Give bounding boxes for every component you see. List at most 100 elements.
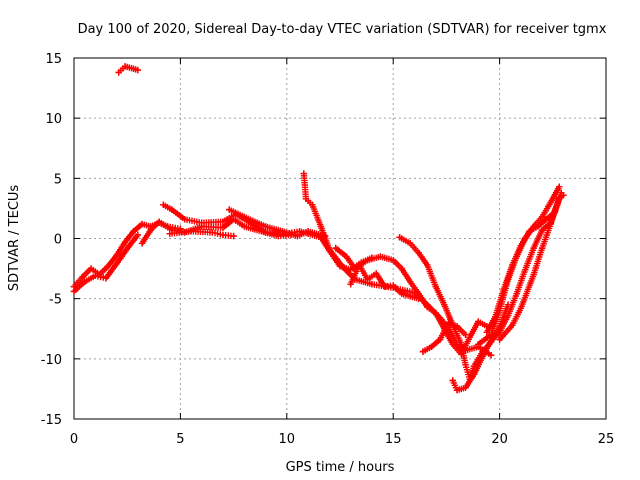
- data-point: [332, 244, 339, 252]
- data-point: [230, 232, 237, 240]
- data-point: [479, 353, 486, 360]
- x-tick-label: 5: [176, 432, 184, 447]
- data-point: [517, 305, 525, 312]
- data-point: [538, 226, 546, 234]
- series-markers: [396, 234, 512, 383]
- data-point: [372, 270, 380, 277]
- data-point: [547, 220, 554, 228]
- data-point: [390, 256, 397, 264]
- chart-title: Day 100 of 2020, Sidereal Day-to-day VTE…: [78, 22, 607, 37]
- data-point: [168, 206, 176, 213]
- data-point: [521, 235, 529, 242]
- data-series: [70, 63, 567, 394]
- x-tick-label: 20: [491, 432, 508, 447]
- data-point: [377, 253, 384, 260]
- data-point: [138, 220, 146, 228]
- data-point: [466, 333, 474, 341]
- data-point: [398, 265, 405, 272]
- data-point: [487, 352, 495, 359]
- series-arc-6: [166, 228, 237, 240]
- series-markers: [475, 183, 563, 348]
- y-tick-label: 10: [45, 112, 62, 127]
- data-point: [530, 271, 537, 278]
- y-axis-label: SDTVAR / TECUs: [7, 185, 22, 292]
- data-point: [79, 273, 86, 281]
- y-tick-label: -5: [49, 293, 62, 308]
- data-point: [407, 240, 414, 247]
- data-point: [130, 65, 137, 73]
- data-point: [198, 219, 205, 227]
- y-tick-label: 5: [54, 172, 62, 187]
- series-arc-2: [70, 231, 142, 295]
- data-point: [81, 278, 88, 286]
- data-point: [496, 307, 503, 314]
- data-point: [453, 323, 461, 330]
- data-point: [126, 242, 133, 249]
- data-point: [121, 238, 129, 246]
- data-point: [355, 261, 363, 269]
- data-point: [432, 283, 439, 290]
- data-point: [155, 218, 163, 225]
- data-point: [436, 336, 444, 343]
- data-point: [496, 329, 503, 336]
- data-point: [102, 275, 110, 282]
- axis-ticks: [73, 57, 607, 420]
- data-point: [560, 191, 567, 199]
- data-point: [113, 260, 120, 267]
- data-point: [104, 262, 112, 270]
- data-point: [462, 384, 469, 391]
- series-arc-11: [396, 234, 512, 383]
- grid: [74, 58, 606, 419]
- data-point: [398, 290, 405, 298]
- data-point: [543, 216, 550, 223]
- data-point: [407, 293, 414, 300]
- data-point: [513, 290, 520, 298]
- data-point: [441, 301, 448, 308]
- data-point: [226, 206, 233, 213]
- data-point: [302, 195, 310, 202]
- data-point: [181, 216, 188, 223]
- data-point: [338, 262, 346, 270]
- data-point: [121, 63, 129, 70]
- data-point: [364, 256, 371, 264]
- data-point: [424, 303, 431, 311]
- data-point: [449, 341, 456, 348]
- series-arc-13: [449, 195, 563, 394]
- data-point: [555, 183, 563, 190]
- data-point: [262, 229, 269, 236]
- data-point: [415, 295, 422, 302]
- data-point: [407, 278, 414, 286]
- data-point: [92, 272, 99, 280]
- series-arc-8: [300, 170, 495, 359]
- data-point: [187, 228, 195, 235]
- data-point: [555, 194, 563, 201]
- data-point: [530, 223, 537, 230]
- data-point: [219, 218, 227, 225]
- data-point: [419, 348, 427, 355]
- x-axis-label: GPS time / hours: [286, 460, 395, 475]
- data-point: [504, 312, 512, 319]
- series-arc-10: [347, 261, 422, 302]
- data-point: [504, 276, 512, 283]
- data-point: [343, 253, 350, 260]
- y-tick-label: 0: [54, 233, 62, 248]
- data-point: [496, 336, 503, 343]
- data-point: [241, 213, 248, 221]
- data-point: [390, 282, 397, 289]
- data-point: [381, 283, 388, 290]
- data-point: [147, 226, 154, 234]
- data-point: [530, 244, 537, 252]
- data-point: [209, 229, 216, 236]
- series-arc-15: [475, 183, 563, 348]
- y-tick-labels: -15 -10 -5 0 5 10 15: [41, 52, 62, 428]
- data-point: [134, 231, 142, 239]
- series-markers: [166, 228, 237, 240]
- data-point: [241, 223, 248, 230]
- x-tick-label: 0: [70, 432, 78, 447]
- x-tick-label: 15: [385, 432, 402, 447]
- data-point: [509, 321, 516, 329]
- data-point: [432, 309, 439, 317]
- data-point: [513, 253, 520, 260]
- data-point: [415, 249, 422, 257]
- data-point: [462, 361, 469, 369]
